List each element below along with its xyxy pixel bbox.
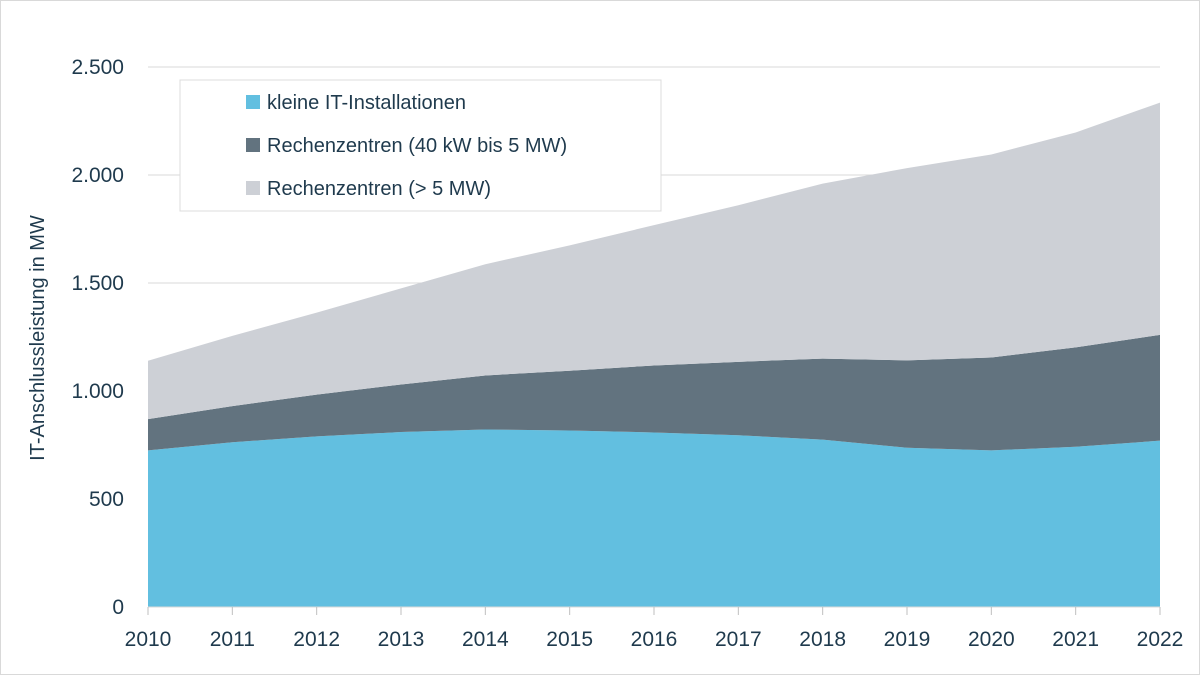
legend-swatch-2 xyxy=(246,138,260,152)
x-tick-label: 2013 xyxy=(378,628,425,651)
y-axis-title: IT-Anschlussleistung in MW xyxy=(27,215,49,461)
area-series xyxy=(148,102,1160,607)
legend-box xyxy=(179,79,662,212)
y-tick-label: 1.500 xyxy=(71,272,124,295)
y-tick-label: 1.000 xyxy=(71,380,124,403)
x-tick-label: 2019 xyxy=(884,628,931,651)
legend-swatch-1 xyxy=(246,95,260,109)
x-tick-label: 2020 xyxy=(968,628,1015,651)
legend-swatch-3 xyxy=(246,181,260,195)
y-tick-label: 0 xyxy=(112,596,124,619)
y-axis-ticks: 0 500 1.000 1.500 2.000 2.500 xyxy=(71,56,124,619)
legend-label-1: kleine IT-Installationen xyxy=(267,92,466,114)
y-tick-label: 500 xyxy=(89,488,124,511)
y-tick-label: 2.500 xyxy=(71,56,124,79)
area-series-1 xyxy=(148,429,1160,607)
x-tick-label: 2021 xyxy=(1052,628,1099,651)
x-tick-label: 2012 xyxy=(293,628,340,651)
area-series-3 xyxy=(148,102,1160,420)
x-tick-label: 2017 xyxy=(715,628,762,651)
legend: kleine IT-Installationen Rechenzentren (4… xyxy=(179,79,662,212)
x-axis-ticks: 2010 2011 2012 2013 2014 2015 2016 2017 2018 2019… xyxy=(125,606,1184,651)
x-tick-label: 2011 xyxy=(210,628,255,651)
x-tick-label: 2016 xyxy=(631,628,678,651)
area-series-2 xyxy=(148,334,1160,451)
x-tick-label: 2022 xyxy=(1137,628,1184,651)
legend-label-2: Rechenzentren (40 kW bis 5 MW) xyxy=(267,135,567,157)
legend-label-3: Rechenzentren (> 5 MW) xyxy=(267,178,491,200)
x-tick-label: 2018 xyxy=(799,628,846,651)
y-tick-label: 2.000 xyxy=(71,164,124,187)
x-tick-label: 2014 xyxy=(462,628,509,651)
x-tick-label: 2010 xyxy=(125,628,172,651)
x-tick-label: 2015 xyxy=(546,628,593,651)
